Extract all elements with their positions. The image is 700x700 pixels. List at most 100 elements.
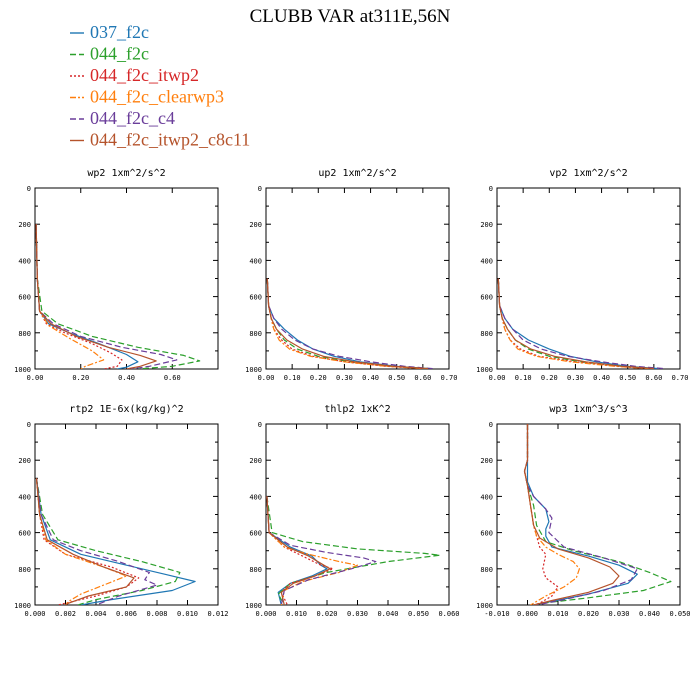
series-line	[266, 278, 429, 369]
y-tick-label: 600	[18, 530, 31, 538]
panel-title: thlp2 1xK^2	[324, 404, 390, 415]
y-tick-label: 400	[249, 493, 262, 501]
y-tick-label: 200	[18, 221, 31, 229]
x-tick-label: 0.000	[255, 610, 276, 618]
y-tick-label: 600	[18, 294, 31, 302]
legend-label: 044_f2c_clearwp3	[90, 87, 224, 107]
x-tick-label: 0.030	[608, 610, 629, 618]
y-tick-label: 1000	[14, 602, 31, 610]
x-tick-label: 0.050	[408, 610, 429, 618]
plot-frame	[34, 423, 219, 606]
legend-label: 044_f2c_itwp2	[90, 65, 199, 85]
series-line	[35, 224, 123, 369]
series-line	[523, 424, 620, 605]
y-tick-label: 600	[249, 294, 262, 302]
x-tick-label: 0.060	[438, 610, 459, 618]
series-line	[266, 496, 441, 605]
series-line	[497, 278, 649, 369]
x-tick-label: 0.20	[310, 374, 327, 382]
y-tick-label: 1000	[245, 366, 262, 374]
series-line	[523, 424, 638, 605]
x-tick-label: 0.040	[639, 610, 660, 618]
y-tick-label: 800	[18, 330, 31, 338]
x-tick-label: 0.00	[258, 374, 275, 382]
panel-title: up2 1xm^2/s^2	[318, 168, 396, 179]
x-tick-label: 0.010	[177, 610, 198, 618]
series-line	[35, 224, 178, 369]
series-line	[497, 278, 660, 369]
x-tick-label: 0.40	[118, 374, 135, 382]
series-line	[526, 424, 638, 605]
series-line	[266, 496, 331, 605]
series-line	[266, 496, 328, 605]
x-tick-label: 0.004	[85, 610, 106, 618]
series-line	[35, 224, 157, 369]
legend-label: 044_f2c	[90, 44, 149, 64]
series-line	[35, 224, 139, 369]
series-group	[266, 496, 441, 605]
series-line	[497, 278, 665, 369]
x-tick-label: 0.60	[645, 374, 662, 382]
x-tick-label: 0.00	[489, 374, 506, 382]
x-tick-label: 0.002	[55, 610, 76, 618]
x-tick-label: 0.030	[347, 610, 368, 618]
plot-frame	[34, 187, 219, 370]
series-line	[266, 496, 359, 605]
series-group	[35, 478, 196, 605]
y-tick-label: 0	[258, 421, 262, 429]
y-tick-label: 600	[249, 530, 262, 538]
y-tick-label: 200	[480, 221, 493, 229]
y-tick-label: 800	[249, 330, 262, 338]
y-tick-label: 0	[258, 185, 262, 193]
x-tick-label: 0.050	[669, 610, 690, 618]
y-tick-label: 800	[480, 566, 493, 574]
y-tick-label: 600	[480, 530, 493, 538]
series-line	[497, 278, 654, 369]
y-tick-label: 200	[18, 457, 31, 465]
figure-title: CLUBB VAR at311E,56N	[250, 6, 451, 27]
x-tick-label: 0.020	[578, 610, 599, 618]
x-tick-label: 0.40	[362, 374, 379, 382]
series-line	[35, 478, 128, 605]
x-tick-label: 0.40	[593, 374, 610, 382]
x-tick-label: 0.20	[541, 374, 558, 382]
x-tick-label: 0.006	[116, 610, 137, 618]
x-tick-label: 0.020	[316, 610, 337, 618]
plot-frame	[265, 187, 450, 370]
series-group	[523, 424, 672, 605]
panel-title: wp2 1xm^2/s^2	[87, 168, 165, 179]
y-tick-label: 800	[249, 566, 262, 574]
panel-title: rtp2 1E-6x(kg/kg)^2	[69, 404, 183, 415]
y-tick-label: 800	[480, 330, 493, 338]
x-tick-label: 0.040	[377, 610, 398, 618]
x-tick-label: 0.30	[567, 374, 584, 382]
y-tick-label: 400	[18, 493, 31, 501]
chart-panel: rtp2 1E-6x(kg/kg)^2020040060080010000.00…	[14, 404, 228, 618]
series-line	[35, 478, 181, 605]
legend-label: 044_f2c_itwp2_c8c11	[90, 130, 250, 150]
y-tick-label: 200	[249, 221, 262, 229]
x-tick-label: 0.50	[619, 374, 636, 382]
y-tick-label: 1000	[476, 366, 493, 374]
x-tick-label: 0.008	[146, 610, 167, 618]
y-tick-label: 0	[489, 421, 493, 429]
legend-entry: 044_f2c_itwp2	[70, 65, 199, 85]
x-tick-label: -0.010	[484, 610, 509, 618]
series-line	[35, 478, 196, 605]
x-tick-label: 0.60	[414, 374, 431, 382]
series-line	[523, 424, 581, 605]
x-tick-label: 0.012	[207, 610, 228, 618]
plot-frame	[496, 187, 681, 370]
series-line	[35, 478, 135, 605]
x-tick-label: 0.000	[517, 610, 538, 618]
x-tick-label: 0.10	[515, 374, 532, 382]
series-group	[497, 278, 665, 369]
y-tick-label: 800	[18, 566, 31, 574]
series-line	[497, 278, 654, 369]
legend-label: 037_f2c	[90, 22, 149, 42]
